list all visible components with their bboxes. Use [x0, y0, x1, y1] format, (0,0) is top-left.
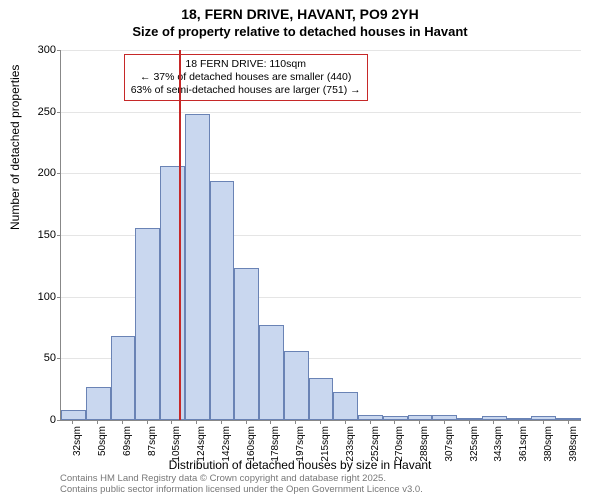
x-tick-mark [419, 420, 420, 424]
footer-line2: Contains public sector information licen… [60, 485, 423, 496]
x-tick-mark [246, 420, 247, 424]
y-tick-mark [57, 50, 61, 51]
y-tick-mark [57, 297, 61, 298]
y-tick-label: 300 [0, 44, 56, 56]
x-tick-mark [171, 420, 172, 424]
title-secondary: Size of property relative to detached ho… [0, 22, 600, 39]
histogram-bar [457, 418, 482, 420]
x-tick-mark [568, 420, 569, 424]
histogram-bar [259, 325, 284, 420]
histogram-bar [61, 410, 86, 420]
annotation-box: 18 FERN DRIVE: 110sqm ← 37% of detached … [124, 54, 368, 101]
y-tick-label: 0 [0, 414, 56, 426]
histogram-bar [556, 418, 581, 420]
histogram-bar [135, 228, 160, 420]
histogram-bar [284, 351, 309, 420]
y-tick-label: 150 [0, 229, 56, 241]
x-tick-mark [122, 420, 123, 424]
annotation-line3: 63% of semi-detached houses are larger (… [131, 84, 361, 97]
reference-line [179, 50, 181, 420]
histogram-bar [358, 415, 383, 420]
x-tick-mark [543, 420, 544, 424]
x-tick-mark [221, 420, 222, 424]
histogram-bar [160, 166, 185, 420]
y-tick-label: 250 [0, 106, 56, 118]
x-tick-mark [469, 420, 470, 424]
histogram-bar [185, 114, 210, 420]
histogram-bar [234, 268, 259, 420]
y-tick-mark [57, 173, 61, 174]
x-tick-mark [320, 420, 321, 424]
histogram-bar [333, 392, 358, 420]
x-tick-mark [493, 420, 494, 424]
histogram-bar [531, 416, 556, 420]
x-tick-mark [394, 420, 395, 424]
histogram-bar [111, 336, 136, 420]
footer-attribution: Contains HM Land Registry data © Crown c… [60, 474, 423, 496]
x-tick-mark [97, 420, 98, 424]
x-tick-mark [72, 420, 73, 424]
x-tick-mark [270, 420, 271, 424]
y-axis-label: Number of detached properties [8, 65, 22, 230]
y-tick-mark [57, 420, 61, 421]
y-tick-label: 100 [0, 291, 56, 303]
y-tick-mark [57, 112, 61, 113]
y-tick-label: 200 [0, 167, 56, 179]
gridline [61, 112, 581, 113]
gridline [61, 50, 581, 51]
x-tick-mark [518, 420, 519, 424]
histogram-bar [309, 378, 334, 420]
annotation-line2: ← 37% of detached houses are smaller (44… [131, 71, 361, 84]
plot-area: 18 FERN DRIVE: 110sqm ← 37% of detached … [60, 50, 581, 421]
histogram-bar [432, 415, 457, 420]
title-primary: 18, FERN DRIVE, HAVANT, PO9 2YH [0, 0, 600, 22]
histogram-bar [86, 387, 111, 420]
x-tick-mark [147, 420, 148, 424]
chart-container: 18, FERN DRIVE, HAVANT, PO9 2YH Size of … [0, 0, 600, 500]
y-tick-mark [57, 358, 61, 359]
x-axis-label: Distribution of detached houses by size … [0, 458, 600, 472]
histogram-bar [210, 181, 235, 420]
gridline [61, 173, 581, 174]
x-tick-mark [295, 420, 296, 424]
x-tick-mark [444, 420, 445, 424]
x-tick-mark [196, 420, 197, 424]
annotation-line1: 18 FERN DRIVE: 110sqm [131, 58, 361, 71]
x-tick-mark [370, 420, 371, 424]
y-tick-mark [57, 235, 61, 236]
y-tick-label: 50 [0, 352, 56, 364]
x-tick-mark [345, 420, 346, 424]
